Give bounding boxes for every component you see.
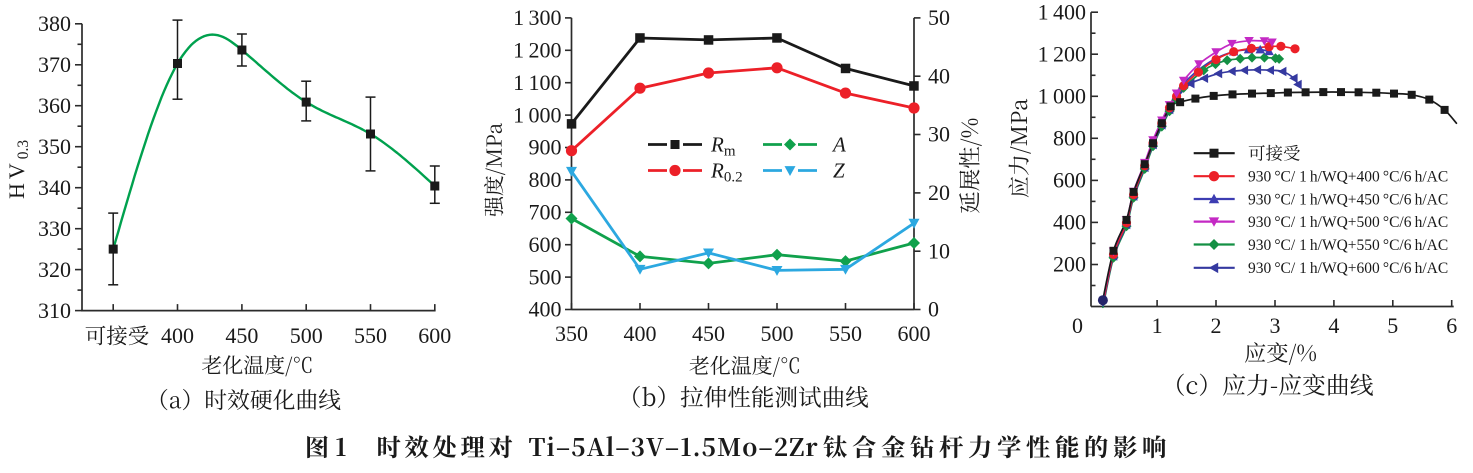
svg-text:550: 550 (829, 321, 862, 346)
svg-text:400: 400 (1053, 210, 1086, 235)
svg-text:330: 330 (38, 216, 71, 241)
svg-text:Z: Z (833, 159, 845, 183)
svg-text:500: 500 (529, 264, 562, 289)
svg-text:310: 310 (38, 298, 71, 323)
svg-text:400: 400 (161, 323, 194, 348)
svg-text:800: 800 (529, 167, 562, 192)
svg-text:370: 370 (38, 52, 71, 77)
svg-text:2: 2 (1211, 313, 1222, 338)
svg-text:6: 6 (1446, 313, 1457, 338)
svg-text:5: 5 (1387, 313, 1398, 338)
svg-text:20: 20 (928, 180, 950, 205)
svg-text:930 °C/ 1 h/WQ+550 °C/6 h/AC: 930 °C/ 1 h/WQ+550 °C/6 h/AC (1248, 237, 1448, 254)
svg-text:350: 350 (555, 321, 588, 346)
svg-text:600: 600 (529, 232, 562, 257)
svg-text:930 °C/ 1 h/WQ+500 °C/6 h/AC: 930 °C/ 1 h/WQ+500 °C/6 h/AC (1248, 214, 1448, 231)
svg-text:900: 900 (529, 135, 562, 160)
svg-text:0: 0 (928, 297, 939, 322)
svg-text:400: 400 (624, 321, 657, 346)
svg-text:R0.2: R0.2 (710, 159, 743, 186)
svg-text:40: 40 (928, 63, 950, 88)
svg-text:10: 10 (928, 238, 950, 263)
svg-text:HV0.3: HV0.3 (4, 140, 32, 199)
svg-text:600: 600 (898, 321, 931, 346)
svg-text:1 000: 1 000 (1038, 84, 1086, 109)
svg-text:30: 30 (928, 122, 950, 147)
svg-text:1 200: 1 200 (513, 38, 561, 63)
svg-text:350: 350 (38, 134, 71, 159)
svg-text:500: 500 (761, 321, 794, 346)
svg-text:340: 340 (38, 175, 71, 200)
svg-text:0: 0 (1072, 313, 1083, 338)
svg-text:1 200: 1 200 (1038, 41, 1086, 66)
svg-text:360: 360 (38, 93, 71, 118)
svg-text:1 400: 1 400 (1038, 0, 1086, 24)
svg-text:400: 400 (529, 297, 562, 322)
svg-text:800: 800 (1053, 126, 1086, 151)
svg-text:1 100: 1 100 (513, 70, 561, 95)
svg-text:4: 4 (1328, 313, 1339, 338)
svg-text:1 300: 1 300 (513, 5, 561, 30)
svg-text:700: 700 (529, 200, 562, 225)
svg-text:450: 450 (692, 321, 725, 346)
svg-text:930 °C/ 1 h/WQ+600 °C/6 h/AC: 930 °C/ 1 h/WQ+600 °C/6 h/AC (1248, 260, 1448, 277)
svg-text:930 °C/ 1 h/WQ+400 °C/6 h/AC: 930 °C/ 1 h/WQ+400 °C/6 h/AC (1248, 169, 1448, 186)
svg-text:600: 600 (418, 323, 451, 348)
svg-text:550: 550 (354, 323, 387, 348)
svg-text:1 000: 1 000 (513, 102, 561, 127)
svg-text:380: 380 (38, 11, 71, 36)
svg-text:930 °C/ 1 h/WQ+450 °C/6 h/AC: 930 °C/ 1 h/WQ+450 °C/6 h/AC (1248, 191, 1448, 208)
svg-text:600: 600 (1053, 168, 1086, 193)
svg-text:320: 320 (38, 257, 71, 282)
svg-text:50: 50 (928, 5, 950, 30)
svg-text:1: 1 (1152, 313, 1163, 338)
svg-text:A: A (831, 133, 846, 157)
svg-text:500: 500 (290, 323, 323, 348)
svg-text:Rm: Rm (710, 133, 736, 160)
svg-text:3: 3 (1270, 313, 1281, 338)
svg-text:200: 200 (1053, 252, 1086, 277)
svg-text:450: 450 (225, 323, 258, 348)
